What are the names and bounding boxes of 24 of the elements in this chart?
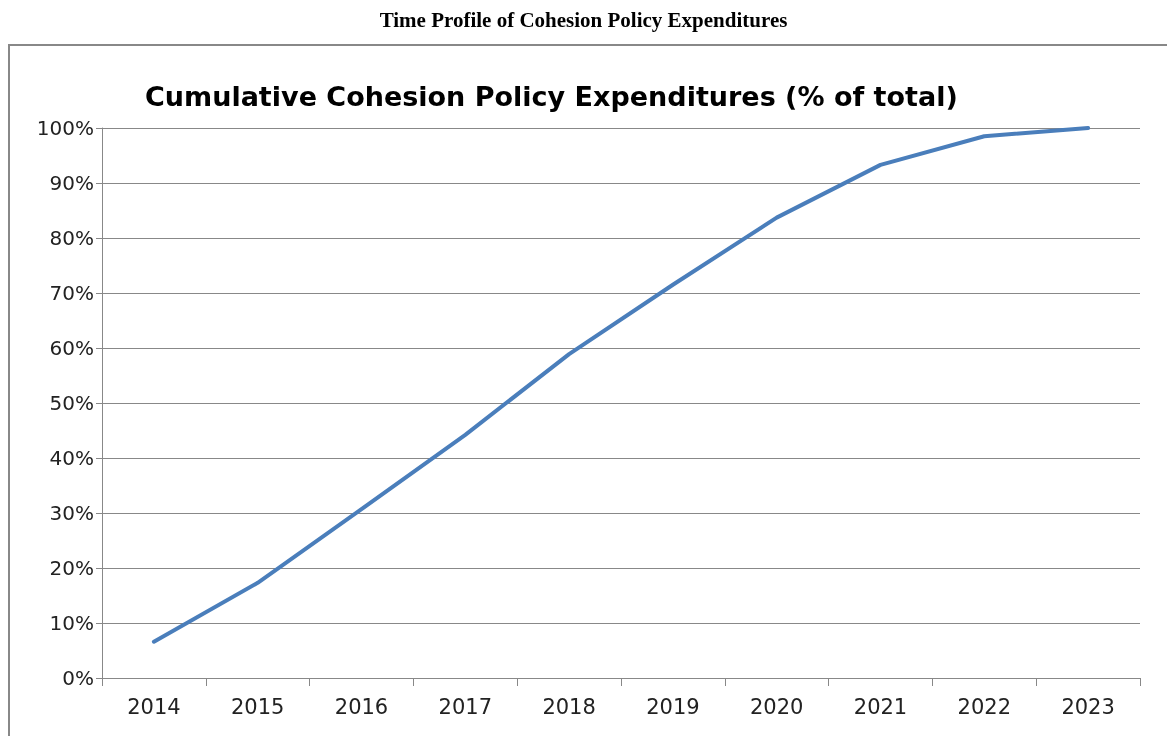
y-tick-label: 0% (62, 666, 94, 690)
y-tick-label: 40% (49, 446, 94, 470)
y-tick-label: 70% (49, 281, 94, 305)
y-tick-label: 100% (36, 116, 94, 140)
chart-title: Time Profile of Cohesion Policy Expenditures (378, 8, 789, 33)
y-tick-label: 60% (49, 336, 94, 360)
chart-subtitle: Cumulative Cohesion Policy Expenditures (% of total) (145, 81, 958, 112)
y-tick-label: 20% (49, 556, 94, 580)
x-tick-label: 2014 (127, 694, 181, 719)
x-tick-label: 2016 (334, 694, 389, 719)
x-tick-label: 2020 (749, 694, 804, 719)
x-tick-label: 2017 (438, 694, 493, 719)
x-tick-label: 2022 (957, 694, 1012, 719)
x-tick-label: 2021 (853, 694, 908, 719)
x-tick-label: 2015 (230, 694, 285, 719)
y-tick-label: 50% (49, 391, 94, 415)
y-tick-label: 30% (49, 501, 94, 525)
y-tick-label: 90% (49, 171, 94, 195)
y-tick-label: 80% (49, 226, 94, 250)
x-tick-label: 2019 (646, 694, 700, 719)
y-tick-label: 10% (49, 611, 94, 635)
line-series (151, 126, 1091, 644)
x-tick-label: 2023 (1061, 694, 1115, 719)
x-tick-label: 2018 (542, 694, 596, 719)
